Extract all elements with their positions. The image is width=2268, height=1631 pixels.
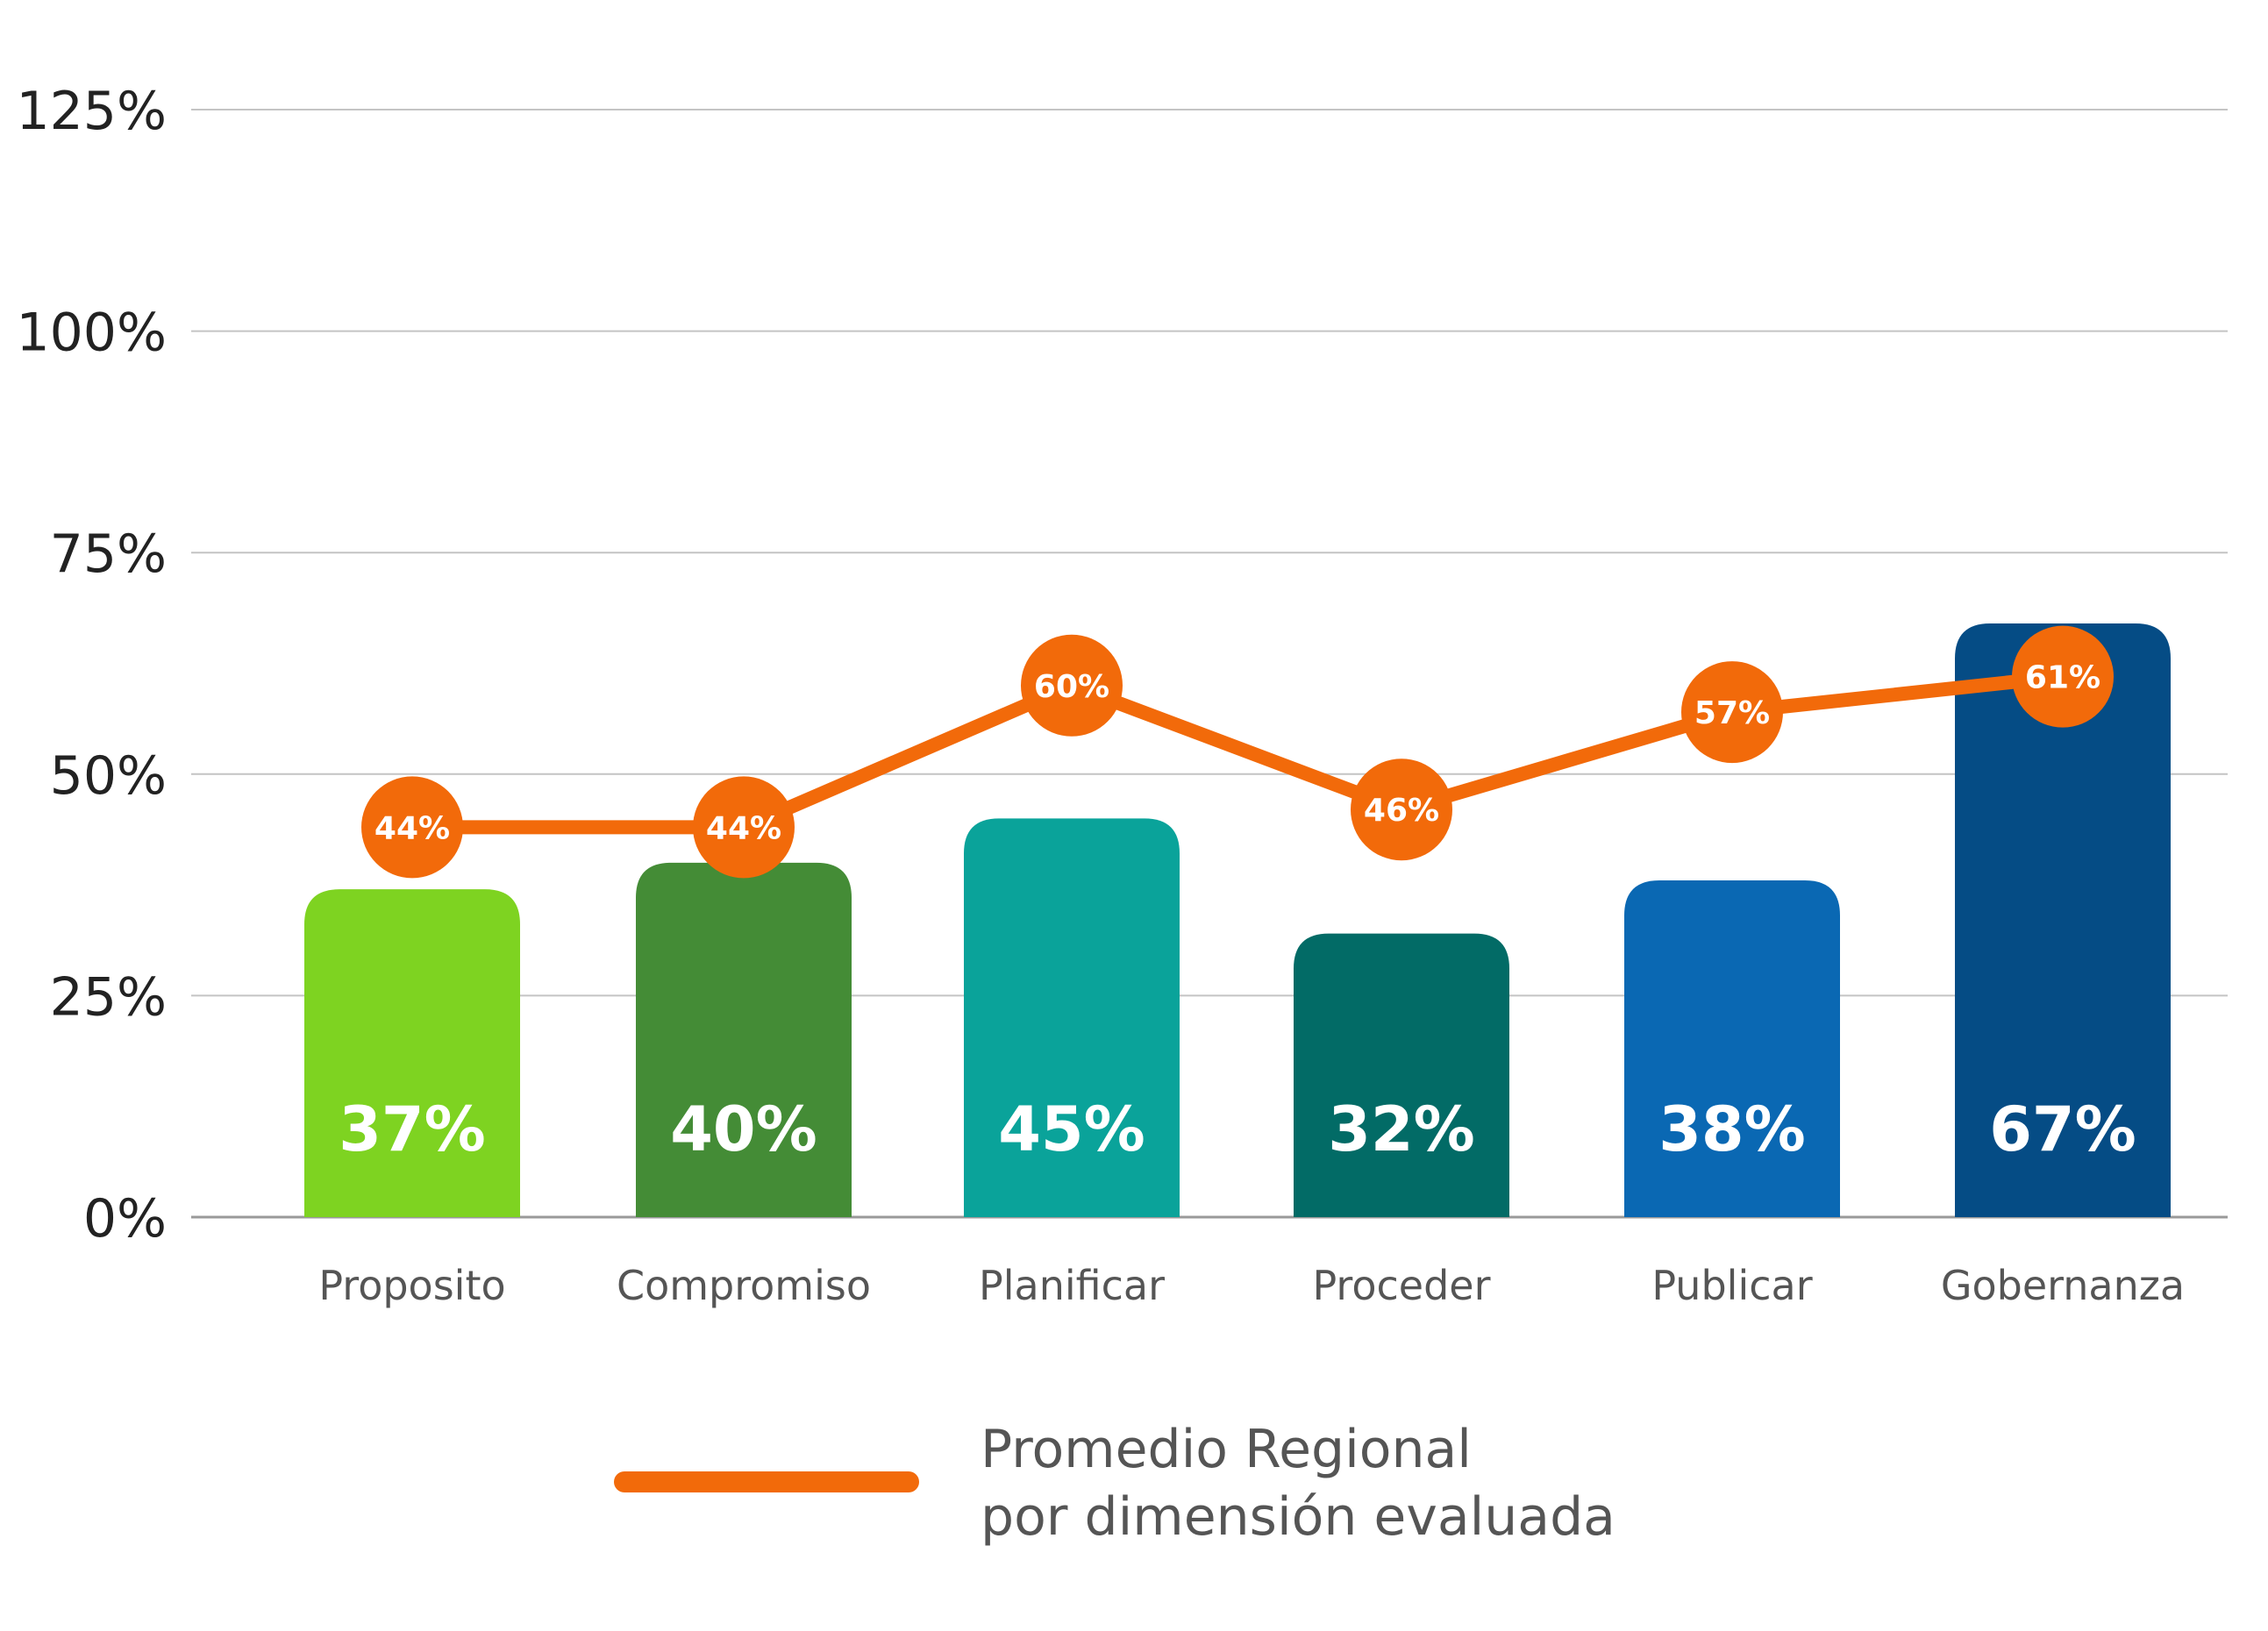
y-tick-label: 125% xyxy=(16,81,167,142)
bar xyxy=(304,889,520,1217)
bar-value-label: 38% xyxy=(1658,1093,1806,1165)
average-point xyxy=(1021,634,1123,737)
y-tick-label: 0% xyxy=(83,1188,167,1250)
average-point xyxy=(361,776,463,879)
bar-value-label: 32% xyxy=(1328,1093,1475,1165)
x-tick-label: Gobernanza xyxy=(1941,1262,2185,1309)
y-tick-label: 50% xyxy=(50,745,167,807)
x-tick-label: Publicar xyxy=(1651,1262,1812,1309)
grid-lines xyxy=(191,109,2228,1219)
x-tick-label: Proposito xyxy=(318,1262,505,1309)
average-point-label: 61% xyxy=(2025,660,2100,696)
average-point xyxy=(1351,759,1452,861)
average-point-label: 44% xyxy=(706,810,781,846)
x-tick-label: Compromiso xyxy=(617,1262,871,1309)
bar-value-label: 37% xyxy=(339,1093,486,1165)
legend-label-line-1: Promedio Regional xyxy=(981,1419,1472,1480)
bar-value-label: 67% xyxy=(1989,1093,2136,1165)
average-point-label: 46% xyxy=(1364,793,1439,829)
bar xyxy=(964,818,1180,1217)
bar xyxy=(636,862,852,1217)
x-axis-labels: Proposito Compromiso Planificar Proceder Pub… xyxy=(318,1262,2185,1309)
bar-value-label: 45% xyxy=(998,1093,1145,1165)
bar xyxy=(1624,880,1840,1217)
bar-value-label: 40% xyxy=(670,1093,817,1165)
bar xyxy=(1955,623,2171,1217)
average-point-label: 60% xyxy=(1034,669,1109,705)
average-point xyxy=(693,776,795,879)
average-point xyxy=(2012,625,2114,728)
average-line-path xyxy=(412,669,2064,835)
average-point-label: 44% xyxy=(374,810,450,846)
legend-label-line-2: por dimensión evaluada xyxy=(981,1486,1615,1548)
y-tick-label: 25% xyxy=(50,966,167,1028)
bars: 37% 40% 45% 32% 38% 67% xyxy=(304,623,2171,1217)
bar xyxy=(1294,933,1509,1217)
y-tick-label: 100% xyxy=(16,303,167,364)
average-line: 44% 44% 60% 46% 57% 61% xyxy=(361,625,2114,879)
y-axis-ticks: 0% 25% 50% 75% 100% 125% xyxy=(16,81,167,1250)
y-tick-label: 75% xyxy=(50,523,167,585)
x-tick-label: Planificar xyxy=(979,1262,1165,1309)
average-point-label: 57% xyxy=(1694,695,1770,731)
legend: Promedio Regional por dimensión evaluada xyxy=(614,1419,1615,1548)
x-tick-label: Proceder xyxy=(1313,1262,1491,1309)
average-point xyxy=(1681,661,1783,764)
